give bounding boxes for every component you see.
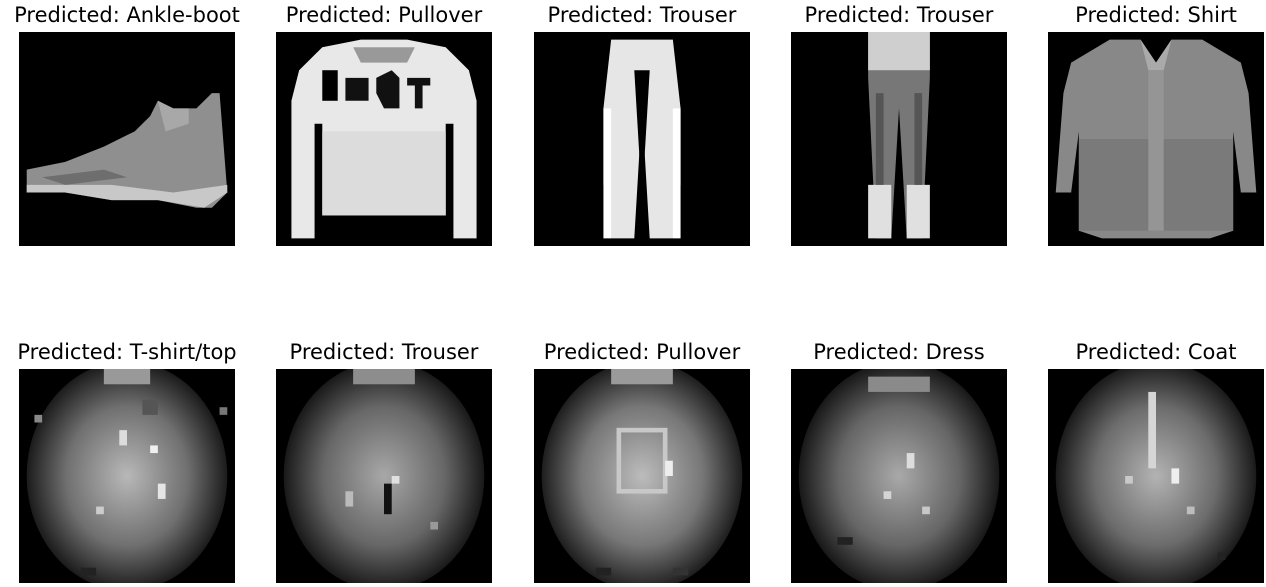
panel-title: Predicted: Trouser [289,340,479,364]
shirt-image [1048,32,1264,246]
panel-title: Predicted: Shirt [1075,3,1237,27]
trouser-image [791,32,1007,246]
panel-title: Predicted: Pullover [543,340,741,364]
ankle-boot-image [19,32,235,246]
noisy-image [276,369,492,583]
panel-title: Predicted: Dress [813,340,985,364]
panel-title: Predicted: Ankle-boot [14,3,240,27]
panel-title: Predicted: Coat [1075,340,1237,364]
noisy-image [19,369,235,583]
noisy-image [1048,369,1264,583]
panel-title: Predicted: Pullover [285,3,483,27]
pullover-image [276,32,492,246]
panel-title: Predicted: Trouser [804,3,994,27]
trouser-image [534,32,750,246]
noisy-image [791,369,1007,583]
panel-title: Predicted: T-shirt/top [17,340,237,364]
noisy-image [534,369,750,583]
panel-title: Predicted: Trouser [547,3,737,27]
